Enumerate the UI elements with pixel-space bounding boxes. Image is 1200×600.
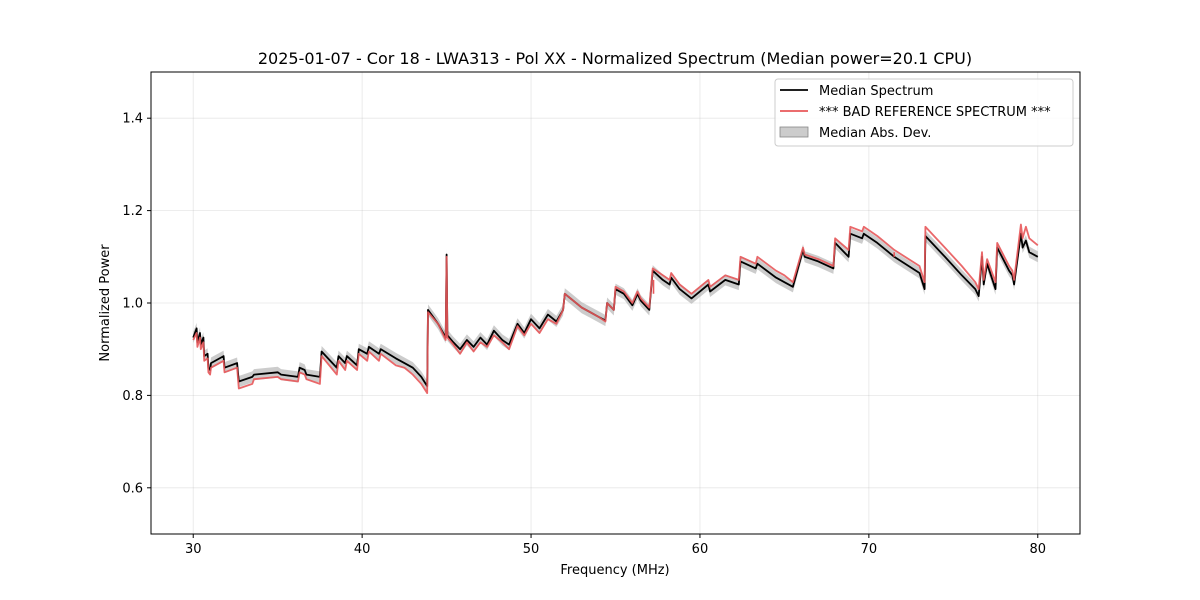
reference-spectrum-line	[192, 223, 1039, 395]
x-tick-label: 40	[354, 542, 371, 557]
y-tick-label: 1.0	[122, 297, 143, 312]
x-tick-label: 30	[185, 542, 202, 557]
x-axis-label: Frequency (MHz)	[560, 563, 669, 578]
series-lines-layer	[192, 223, 1039, 395]
x-tick-label: 80	[1029, 542, 1046, 557]
legend-reference-label: *** BAD REFERENCE SPECTRUM ***	[819, 105, 1051, 120]
mad-band	[193, 228, 1038, 392]
y-tick-label: 0.8	[122, 389, 143, 404]
y-tick-label: 0.6	[122, 481, 143, 496]
legend-box	[774, 78, 1074, 147]
x-tick-label: 70	[861, 542, 878, 557]
y-tick-label: 1.4	[122, 112, 143, 127]
x-axis: 30 40 50 60 70 80	[185, 534, 1046, 557]
legend-median-label: Median Spectrum	[819, 84, 933, 99]
y-axis-label: Normalized Power	[98, 244, 113, 362]
legend-band-swatch	[779, 126, 809, 138]
y-tick-label: 1.2	[122, 204, 143, 219]
x-tick-label: 50	[523, 542, 540, 557]
legend-band-label: Median Abs. Dev.	[819, 126, 931, 141]
x-tick-label: 60	[692, 542, 709, 557]
mad-band-layer	[193, 228, 1038, 392]
median-spectrum-line	[192, 232, 1039, 388]
legend: Median Spectrum *** BAD REFERENCE SPECTR…	[774, 78, 1074, 147]
grid-lines	[151, 72, 1080, 534]
y-axis: 0.6 0.8 1.0 1.2 1.4	[122, 112, 151, 496]
chart-title: 2025-01-07 - Cor 18 - LWA313 - Pol XX - …	[258, 49, 972, 68]
